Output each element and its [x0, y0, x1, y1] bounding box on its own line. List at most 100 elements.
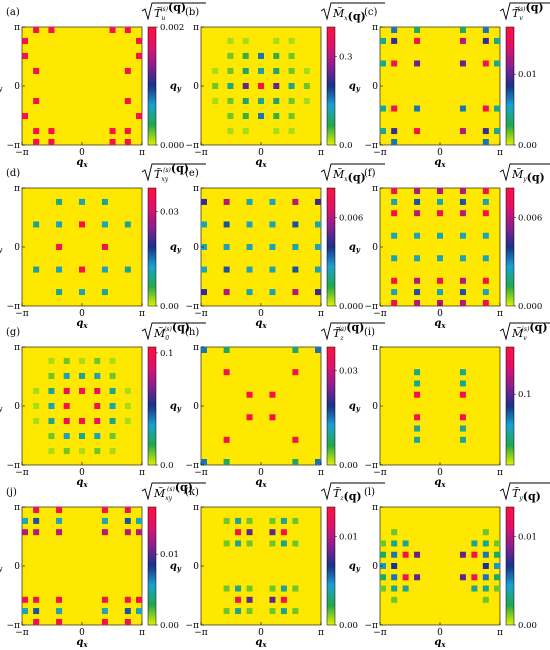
heatmap-cell [280, 585, 287, 592]
heatmap-cell [109, 448, 116, 455]
y-tick-label: π [372, 503, 378, 513]
title-sup: (s) [163, 167, 171, 174]
heatmap-cell [56, 507, 63, 513]
x-tick-label: 0 [258, 148, 264, 158]
colorbar [326, 26, 336, 146]
heatmap-cell [315, 244, 321, 250]
heatmap-cell [101, 198, 108, 205]
heatmap-cell [380, 60, 386, 67]
heatmap-cell [109, 387, 116, 394]
heatmap-cell [101, 221, 108, 228]
heatmap-cell [292, 540, 299, 547]
title-sub: 0 [165, 335, 169, 342]
x-tick-label: 0 [79, 309, 85, 319]
colorbar-tick-label: 0.000 [160, 141, 184, 151]
heatmap-cell [109, 403, 116, 409]
heatmap-cell [292, 198, 299, 205]
x-axis-label: qx [255, 477, 267, 489]
heatmap-cell [471, 574, 478, 581]
heatmap-cell [56, 619, 63, 625]
heatmap-cell [124, 529, 131, 536]
panel-title: M̃x(q) [332, 168, 366, 184]
heatmap-cell [136, 37, 142, 44]
heatmap-cell [269, 414, 276, 421]
heatmap-cell [459, 369, 466, 376]
x-tick-label: −π [15, 309, 29, 319]
heatmap-cell [414, 425, 421, 432]
heatmap-cell [494, 128, 500, 135]
heatmap-cell [242, 37, 249, 44]
heatmap-cell [494, 574, 500, 581]
heatmap-cell [33, 67, 40, 74]
heatmap-cell [56, 266, 63, 273]
heatmap-cell [63, 433, 70, 440]
heatmap-cell [79, 372, 85, 379]
heatmap-cell [22, 517, 28, 524]
heatmap-cell [79, 357, 85, 364]
heatmap-cell [33, 596, 40, 603]
panel-title: T̃u(s)(q) [154, 1, 186, 22]
y-tick-label: π [372, 23, 378, 33]
x-axis-label: qx [76, 637, 88, 649]
heatmap-cell [482, 277, 489, 284]
colorbar-tick-label: 0.0 [160, 461, 174, 471]
panel-f: (f) M̃y(q) −π 0 π π 0 −π qx qy 0.006 0.000 [349, 163, 550, 330]
colorbar-tick-label: 0.0 [339, 141, 353, 151]
heatmap-cell [380, 540, 386, 547]
colorbar-tick-label: 0.01 [339, 533, 358, 543]
heatmap-cell [459, 574, 466, 581]
panel-label: (i) [364, 327, 375, 338]
colorbar-tick-label: 0.002 [160, 23, 184, 33]
heatmap-cell [414, 232, 421, 239]
heatmap-cell [201, 289, 207, 296]
y-axis-label: qy [349, 242, 361, 254]
heatmap-cell [246, 529, 253, 536]
heatmap-cell [242, 113, 249, 120]
x-tick-label: π [139, 148, 145, 158]
heatmap-cell [94, 418, 101, 425]
heatmap-cell [459, 255, 466, 262]
heatmap-cell [33, 27, 40, 33]
heatmap-cell [246, 517, 253, 524]
colorbar-tick-label: 0.006 [339, 214, 363, 224]
heatmap-cell [482, 540, 489, 547]
heatmap-cell [33, 619, 40, 625]
panel-label: (b) [185, 7, 199, 18]
title-sub: y [522, 176, 527, 183]
panel-title: T̃xy(s)(q) [154, 162, 189, 183]
heatmap-cell [482, 300, 489, 306]
heatmap-cell [136, 113, 142, 120]
y-tick-label: π [14, 184, 20, 194]
heatmap-cell [269, 198, 276, 205]
panel-title: M̃x(q) [332, 7, 366, 23]
heatmap-cell [380, 37, 386, 44]
heatmap-cell [258, 113, 264, 120]
heatmap-cell [223, 221, 230, 228]
y-tick-label: −π [186, 302, 200, 312]
heatmap-cell [201, 459, 207, 465]
heatmap-cell [79, 266, 85, 273]
heatmap-cell [482, 585, 489, 592]
heatmap-cell [269, 221, 276, 228]
colorbar [147, 346, 157, 466]
heatmap-cell [56, 529, 63, 536]
heatmap-cell [459, 188, 466, 194]
x-tick-label: 0 [258, 309, 264, 319]
heatmap-cell [482, 128, 489, 135]
y-tick-label: 0 [193, 243, 199, 253]
heatmap-cell [482, 210, 489, 217]
heatmap-cell [56, 517, 63, 524]
heatmap-cell [494, 60, 500, 67]
y-axis-label: qy [0, 561, 3, 573]
heatmap-cell [459, 425, 466, 432]
heatmap-cell [94, 357, 101, 364]
heatmap-cell [459, 128, 466, 135]
panel-title: T̃z(q) [333, 487, 362, 503]
heatmap-cell [223, 517, 230, 524]
x-axis-label: qx [434, 157, 446, 169]
sqrt-symbol [499, 482, 550, 501]
panel-label: (a) [6, 7, 20, 18]
heatmap-cell [56, 244, 63, 250]
